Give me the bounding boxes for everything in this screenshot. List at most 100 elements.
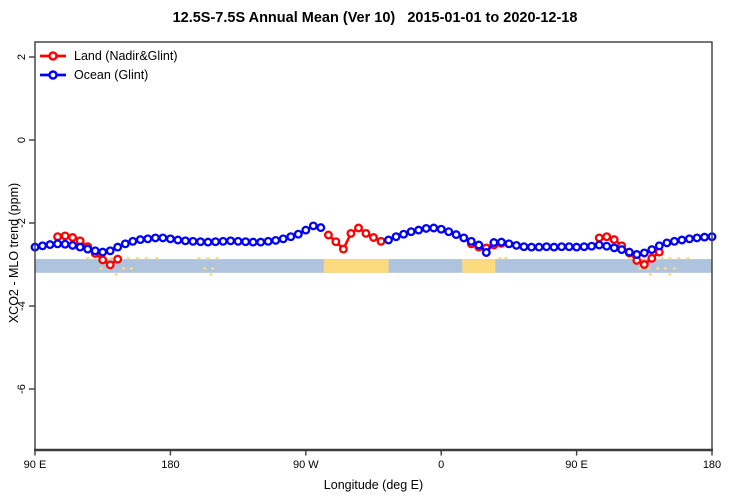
data-point-marker [654, 241, 664, 251]
data-point-marker [38, 241, 47, 251]
data-point-marker [579, 242, 589, 252]
data-point-marker [639, 248, 649, 258]
y-tick-label: -2 [16, 218, 28, 228]
data-point-marker [647, 245, 657, 255]
data-point-marker [602, 241, 612, 251]
island-speckle [498, 256, 502, 260]
data-point-marker [286, 232, 296, 242]
data-point-marker [203, 237, 213, 247]
data-point-marker [474, 240, 484, 250]
land-band-segment [323, 259, 389, 273]
data-point-marker [83, 244, 93, 254]
data-point-marker [53, 232, 63, 242]
data-point-marker [594, 240, 604, 250]
data-point-marker [98, 255, 108, 265]
data-point-marker [120, 239, 130, 249]
data-point-marker [421, 223, 431, 233]
data-point-marker [113, 254, 123, 264]
x-tick-label: 90 E [24, 459, 47, 471]
data-point-marker [354, 223, 363, 233]
data-point-marker [376, 236, 386, 246]
data-point-marker [271, 235, 281, 245]
y-tick-label: 2 [16, 54, 28, 60]
island-speckle [206, 256, 210, 260]
data-point-marker [496, 237, 506, 247]
island-speckle [638, 267, 642, 270]
island-speckle [642, 256, 646, 260]
legend-label: Ocean (Glint) [74, 68, 148, 82]
data-point-marker [609, 243, 619, 253]
data-point-marker [639, 260, 649, 269]
data-point-marker [218, 236, 228, 246]
data-point-marker [188, 236, 198, 246]
y-tick-label: -4 [16, 301, 28, 311]
island-speckle [155, 256, 159, 260]
data-point-marker [346, 228, 356, 238]
data-point-marker [549, 242, 559, 252]
data-point-marker [391, 232, 401, 242]
x-tick-label: 0 [438, 459, 444, 471]
data-point-marker [399, 229, 409, 239]
data-point-marker [68, 233, 78, 242]
data-point-marker [647, 253, 657, 263]
data-point-marker [369, 233, 378, 242]
data-point-marker [60, 239, 70, 249]
island-speckle [647, 267, 651, 270]
data-point-marker [180, 236, 190, 246]
data-point-marker [384, 235, 393, 245]
data-point-marker [278, 234, 288, 244]
island-speckle [110, 256, 114, 260]
island-speckle [93, 256, 97, 260]
data-point-marker [75, 242, 85, 252]
island-speckle [668, 273, 672, 276]
data-point-marker [226, 236, 236, 246]
legend-marker [48, 70, 58, 80]
island-speckle [122, 267, 126, 270]
data-point-marker [572, 242, 582, 252]
island-speckle [627, 256, 631, 260]
data-point-marker [128, 236, 138, 246]
data-point-marker [331, 237, 341, 247]
data-point-marker [113, 242, 123, 252]
x-tick-label: 90 E [565, 459, 588, 471]
data-point-marker [534, 242, 544, 252]
data-point-marker [669, 236, 679, 246]
island-speckle [656, 267, 660, 270]
data-point-marker [158, 233, 168, 243]
data-point-marker [45, 240, 55, 250]
data-point-marker [263, 236, 273, 246]
data-point-marker [248, 237, 258, 247]
legend-label: Land (Nadir&Glint) [74, 49, 178, 63]
x-tick-label: 180 [161, 459, 179, 471]
island-speckle [668, 256, 672, 260]
data-point-marker [692, 233, 702, 243]
data-point-marker [542, 242, 551, 252]
data-point-marker [466, 236, 476, 246]
data-point-marker [684, 234, 694, 244]
island-speckle [86, 256, 90, 260]
island-speckle [209, 273, 213, 276]
data-point-marker [256, 237, 266, 247]
data-point-marker [165, 234, 175, 244]
data-point-marker [481, 248, 491, 257]
chart-title: 12.5S-7.5S Annual Mean (Ver 10) 2015-01-… [172, 10, 578, 26]
data-point-marker [293, 229, 303, 239]
data-point-marker [301, 225, 311, 235]
data-point-marker [143, 234, 153, 244]
data-point-marker [241, 237, 251, 247]
island-speckle [203, 267, 207, 270]
x-tick-label: 90 W [293, 459, 319, 471]
land-band-segment [462, 259, 496, 273]
data-point-marker [150, 233, 160, 243]
island-speckle [211, 267, 215, 270]
island-speckle [686, 256, 690, 260]
y-tick-label: -6 [16, 384, 28, 394]
data-point-marker [323, 230, 333, 240]
data-point-marker [414, 225, 424, 235]
data-point-marker [662, 238, 672, 248]
data-point-marker [459, 233, 469, 243]
island-speckle [99, 267, 103, 270]
data-point-marker [361, 228, 371, 238]
data-point-marker [632, 250, 642, 259]
